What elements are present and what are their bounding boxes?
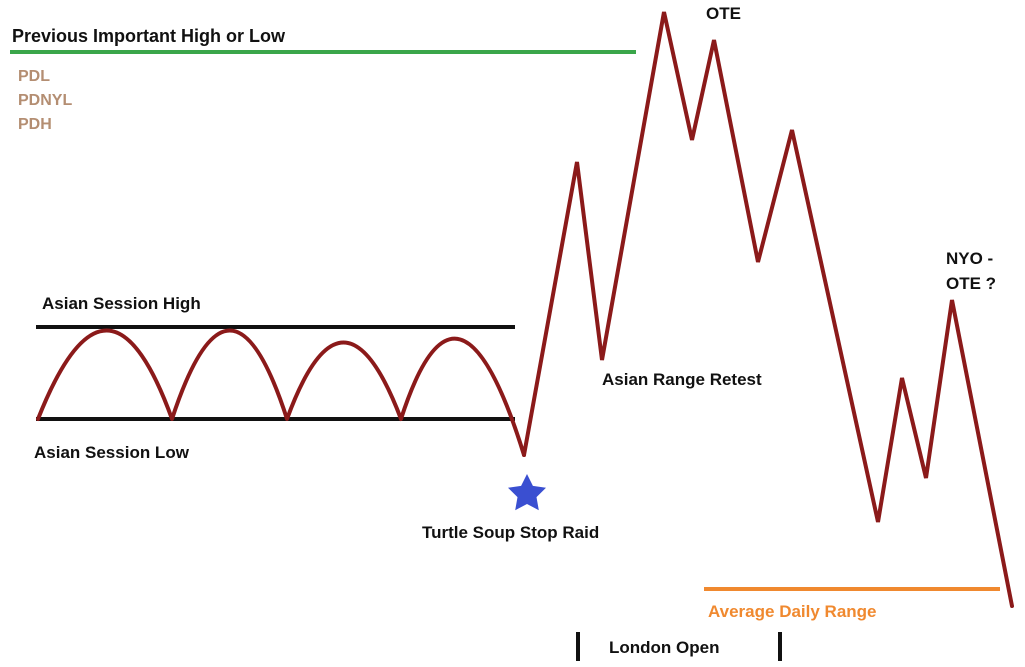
reference-level-pdnyl: PDNYL (18, 92, 72, 109)
asian-session-high-label: Asian Session High (42, 294, 201, 313)
reference-level-pdh: PDH (18, 116, 52, 133)
london-open-label: London Open (609, 638, 719, 657)
asian-range-retest-label: Asian Range Retest (602, 370, 762, 389)
turtle-soup-label: Turtle Soup Stop Raid (422, 523, 599, 542)
nyo-ote-label-line2: OTE ? (946, 274, 996, 293)
asian-session-arcs (36, 328, 526, 457)
average-daily-range-label: Average Daily Range (708, 602, 877, 621)
reference-level-pdl: PDL (18, 68, 50, 85)
nyo-ote-label-line1: NYO - (946, 249, 993, 268)
star-icon (508, 474, 546, 511)
ote-label: OTE (706, 4, 741, 23)
previous-high-low-label: Previous Important High or Low (12, 26, 286, 46)
price-swing-path (522, 11, 1014, 608)
asian-session-low-label: Asian Session Low (34, 443, 190, 462)
